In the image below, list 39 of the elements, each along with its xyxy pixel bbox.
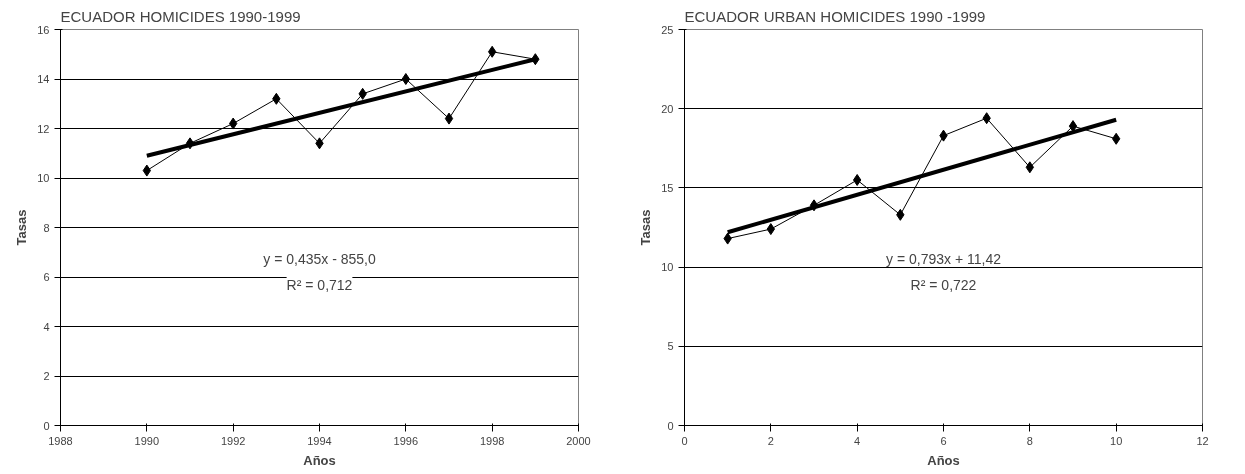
y-tick-label: 10 [37,172,50,184]
x-axis-title: Años [927,452,960,468]
x-tick-label: 1992 [220,434,246,447]
y-tick-label: 0 [667,419,674,432]
x-tick-label: 12 [1196,434,1209,447]
x-tick-label: 0 [681,434,688,447]
y-tick-label: 4 [43,320,50,333]
y-tick-label: 10 [661,261,674,274]
x-tick-label: 1994 [307,434,332,447]
y-tick-label: 12 [37,122,50,135]
x-tick-label: 1996 [393,434,419,447]
y-tick-label: 8 [43,221,50,234]
x-tick-label: 2 [767,434,774,447]
annotation: y = 0,793x + 11,42 [886,251,1002,268]
y-tick-label: 20 [661,102,674,115]
x-tick-label: 1988 [48,434,73,447]
annotation: R² = 0,712 [286,276,353,293]
x-tick-label: 1998 [479,434,505,447]
annotation: R² = 0,722 [910,276,977,293]
x-axis-title: Años [303,452,336,468]
x-tick-label: 2000 [566,434,591,447]
y-axis-title: Tasas [638,209,654,246]
y-tick-label: 15 [661,181,674,194]
chart-title: ECUADOR URBAN HOMICIDES 1990 -1999 [684,7,986,25]
y-tick-label: 2 [43,370,50,382]
y-tick-label: 16 [37,23,50,36]
x-tick-label: 4 [854,434,861,447]
x-tick-label: 6 [940,434,947,447]
x-tick-label: 10 [1110,434,1123,447]
x-tick-label: 8 [1026,434,1033,447]
annotation: y = 0,435x - 855,0 [263,251,376,268]
y-tick-label: 14 [37,73,50,85]
chart-title: ECUADOR HOMICIDES 1990-1999 [60,7,301,25]
y-tick-label: 6 [43,271,50,283]
y-tick-label: 25 [661,23,674,36]
y-tick-label: 0 [43,419,50,432]
y-tick-label: 5 [667,340,674,353]
y-axis-title: Tasas [14,209,30,246]
x-tick-label: 1990 [134,434,160,447]
